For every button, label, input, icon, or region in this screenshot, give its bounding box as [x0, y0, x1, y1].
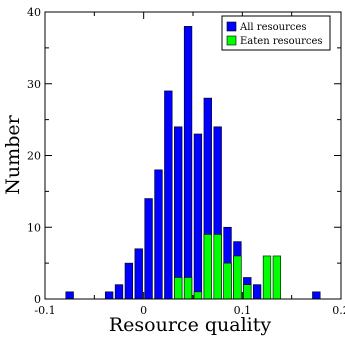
bar-eaten-3 — [203, 234, 212, 300]
bar-all-10 — [183, 26, 193, 300]
bar-all-6 — [144, 198, 153, 300]
y-tick-label: 20 — [27, 150, 41, 163]
bar-all-7 — [154, 169, 163, 300]
bar-eaten-2 — [193, 291, 203, 300]
plot-frame — [44, 11, 342, 300]
y-tick-label: 10 — [27, 221, 41, 234]
y-tick-label: 30 — [27, 78, 41, 91]
bar-eaten-0 — [174, 277, 183, 300]
x-tick-label: -0.1 — [34, 304, 55, 317]
bar-eaten-9 — [262, 255, 272, 300]
bars-layer — [65, 26, 321, 300]
x-tick-label: 0.2 — [332, 304, 345, 317]
bar-all-5 — [134, 248, 143, 300]
bar-all-4 — [124, 262, 134, 300]
bar-all-11 — [193, 133, 203, 300]
x-tick-label: 0.1 — [234, 304, 252, 317]
bar-eaten-6 — [233, 255, 242, 300]
x-axis-title: Resource quality — [109, 314, 271, 336]
bar-all-17 — [252, 284, 262, 300]
legend: All resources Eaten resources — [221, 15, 331, 51]
legend-box — [221, 15, 331, 51]
bar-all-2 — [104, 291, 114, 300]
bar-all-3 — [114, 284, 124, 300]
bar-eaten-10 — [272, 255, 282, 300]
legend-swatch-all-resources — [226, 21, 237, 32]
bar-eaten-1 — [183, 277, 193, 300]
y-axis-title: Number — [2, 114, 24, 194]
legend-label-eaten-resources: Eaten resources — [240, 36, 323, 47]
y-tick-label: 40 — [27, 6, 41, 19]
bar-eaten-5 — [223, 262, 232, 300]
bar-all-9 — [174, 126, 183, 300]
bar-all-0 — [65, 291, 74, 300]
bar-eaten-7 — [243, 284, 252, 300]
bar-all-22 — [312, 291, 321, 300]
bar-all-8 — [164, 90, 173, 300]
legend-swatch-eaten-resources — [226, 35, 237, 46]
bar-eaten-4 — [213, 234, 222, 300]
axis-ticks: -0.100.10.2010203040 — [27, 6, 345, 317]
y-tick-label: 0 — [34, 293, 41, 306]
legend-label-all-resources: All resources — [239, 22, 307, 33]
x-tick-label: 0 — [140, 304, 147, 317]
